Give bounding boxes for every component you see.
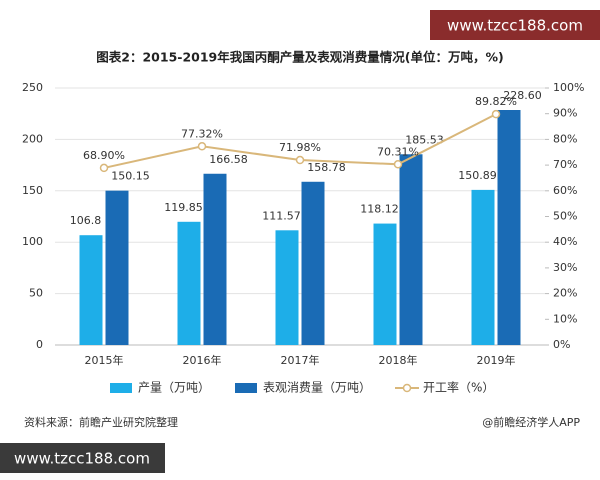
y2-tick-label: 100%	[553, 81, 584, 94]
y-tick-label: 250	[22, 81, 43, 94]
watermark-box	[430, 10, 600, 40]
source: 资料来源：前瞻产业研究院整理	[24, 415, 178, 429]
y2-tick-label: 50%	[553, 210, 577, 223]
y2-tick-label: 60%	[553, 184, 577, 197]
bar	[105, 190, 129, 345]
data-label: 68.90%	[83, 149, 125, 162]
legend-label: 开工率（%）	[423, 380, 494, 395]
watermark-box	[0, 443, 165, 473]
legend-swatch	[402, 383, 412, 393]
chart-title: 图表2：2015-2019年我国丙酮产量及表观消费量情况(单位：万吨，%)	[96, 50, 503, 65]
bar	[497, 109, 521, 345]
line-marker	[295, 155, 305, 165]
watermark: www.tzcc188.com	[14, 450, 150, 468]
line-marker	[197, 142, 207, 151]
y2-tick-label: 40%	[553, 235, 577, 248]
data-label: 150.15	[111, 170, 150, 183]
y2-tick-label: 20%	[553, 287, 577, 300]
y2-tick-label: 10%	[553, 312, 577, 325]
data-label: 89.82%	[475, 95, 517, 108]
x-tick-label: 2018年	[379, 353, 418, 367]
watermark: www.tzcc188.com	[447, 17, 583, 35]
legend-swatch	[235, 383, 257, 393]
line-marker	[99, 163, 109, 173]
data-label: 77.32%	[181, 127, 223, 140]
bar	[79, 235, 103, 345]
x-tick-label: 2015年	[85, 353, 124, 367]
data-label: 118.12	[360, 203, 399, 216]
y-tick-label: 50	[29, 287, 43, 300]
x-tick-label: 2017年	[281, 353, 320, 367]
y2-tick-label: 30%	[553, 261, 577, 274]
credit: @前瞻经济学人APP	[482, 415, 580, 429]
bar	[177, 221, 201, 345]
x-tick-label: 2019年	[477, 353, 516, 367]
y-tick-label: 150	[22, 184, 43, 197]
bar	[373, 223, 397, 345]
data-label: 158.78	[307, 161, 346, 174]
data-label: 70.31%	[377, 145, 419, 158]
legend-label: 表观消费量（万吨）	[263, 381, 371, 395]
data-label: 166.58	[209, 153, 248, 166]
data-label: 119.85	[164, 201, 203, 214]
y-tick-label: 0	[36, 338, 43, 351]
data-label: 150.89	[458, 169, 497, 182]
legend-swatch	[110, 383, 132, 393]
bar	[399, 154, 423, 345]
bar	[275, 230, 299, 345]
line-marker	[393, 160, 403, 169]
y-tick-label: 100	[22, 235, 43, 248]
data-label: 106.8	[70, 214, 102, 227]
bar	[203, 173, 227, 345]
legend-label: 产量（万吨）	[138, 381, 210, 395]
y-tick-label: 200	[22, 132, 43, 145]
x-tick-label: 2016年	[183, 353, 222, 367]
data-label: 228.60	[503, 89, 542, 102]
line-marker	[491, 109, 501, 119]
y2-tick-label: 80%	[553, 132, 577, 145]
y2-tick-label: 0%	[553, 338, 570, 351]
y2-tick-label: 90%	[553, 107, 577, 120]
y2-tick-label: 70%	[553, 158, 577, 171]
bar	[301, 181, 325, 345]
data-label: 185.53	[405, 133, 444, 146]
bar	[471, 189, 495, 345]
data-label: 71.98%	[279, 141, 321, 154]
data-label: 111.57	[262, 209, 301, 222]
